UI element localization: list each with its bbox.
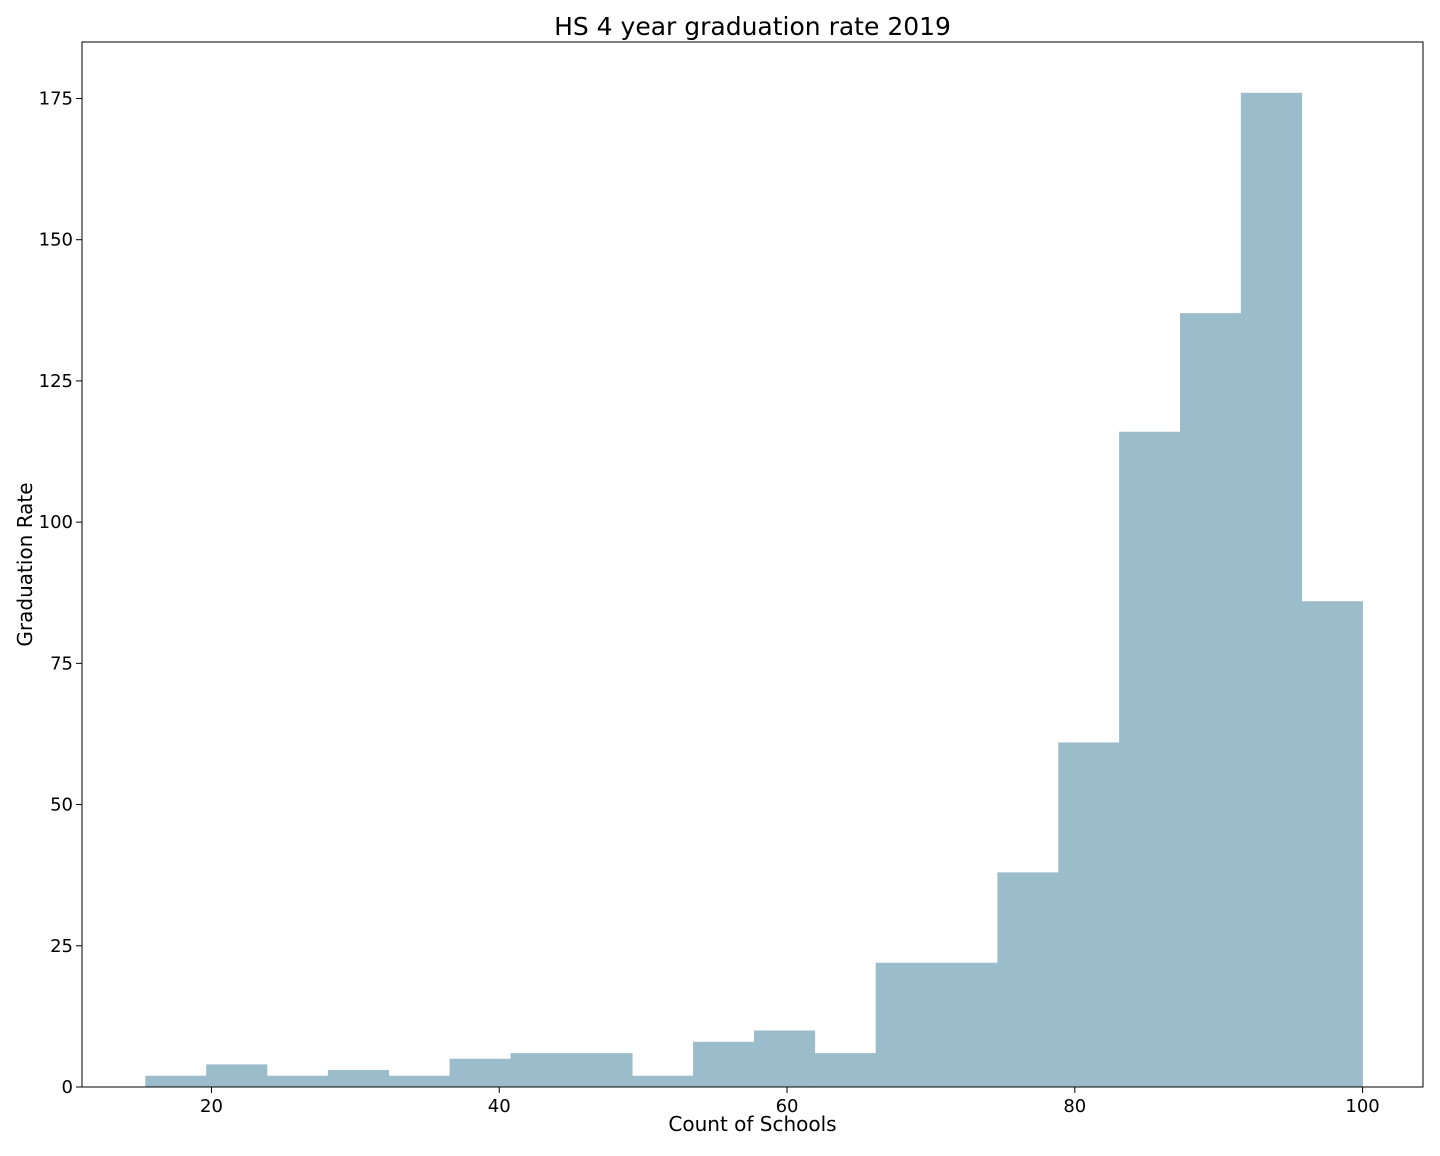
histogram-bar [510, 1053, 572, 1087]
histogram-bar [814, 1053, 876, 1087]
y-tick-label: 150 [39, 230, 73, 251]
histogram-bar [267, 1075, 329, 1087]
y-axis-label: Graduation Rate [13, 482, 37, 646]
x-tick-label: 80 [1063, 1096, 1086, 1117]
histogram-bar [1179, 313, 1242, 1087]
histogram-bar [571, 1053, 633, 1087]
histogram-bar [1119, 431, 1181, 1088]
histogram-bar [632, 1075, 694, 1087]
y-tick-label: 75 [50, 653, 73, 674]
y-tick-label: 0 [62, 1077, 73, 1098]
y-tick-label: 50 [50, 795, 73, 816]
y-tick-label: 100 [39, 512, 73, 533]
histogram-bar [875, 962, 937, 1087]
histogram-bar [327, 1070, 390, 1087]
histogram-bar [1240, 92, 1303, 1088]
histogram-bar [145, 1075, 207, 1087]
y-axis: 0 25 50 75 100 125 150 175 [39, 88, 82, 1098]
histogram-bar [449, 1058, 511, 1087]
histogram-bar [997, 872, 1059, 1087]
x-tick-label: 60 [776, 1096, 799, 1117]
x-tick-label: 20 [200, 1096, 223, 1117]
chart-title: HS 4 year graduation rate 2019 [554, 12, 951, 41]
bars [145, 92, 1363, 1088]
plot-frame [81, 41, 1424, 1088]
histogram-bar [206, 1064, 268, 1087]
histogram-bar [753, 1030, 816, 1087]
histogram-bar [936, 962, 998, 1087]
histogram-bar [388, 1075, 450, 1087]
histogram-bar [1058, 742, 1120, 1087]
y-tick-label: 25 [50, 936, 73, 957]
y-tick-label: 125 [39, 371, 73, 392]
x-axis: 20 40 60 80 100 [200, 1087, 1380, 1117]
x-tick-label: 40 [488, 1096, 511, 1117]
histogram-bar [1301, 601, 1363, 1087]
x-axis-label: Count of Schools [668, 1112, 836, 1136]
histogram-bar [693, 1041, 755, 1087]
x-tick-label: 100 [1345, 1096, 1379, 1117]
y-tick-label: 175 [39, 88, 73, 109]
